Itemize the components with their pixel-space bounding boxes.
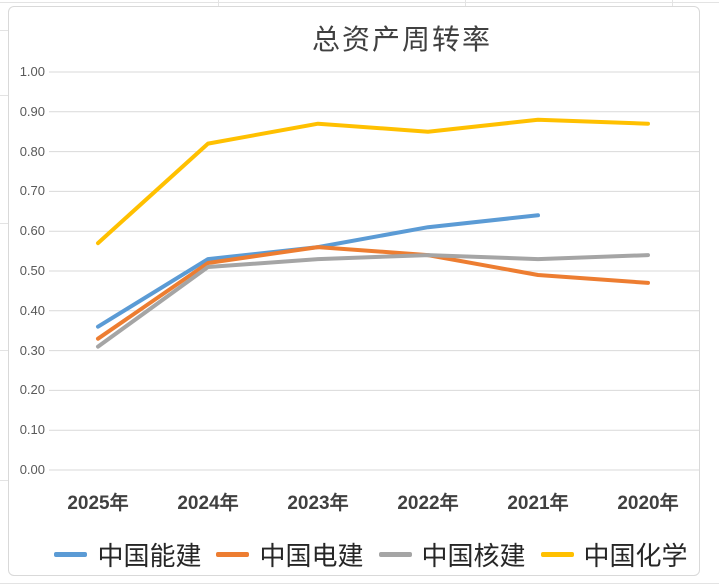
x-axis-label: 2021年 [507, 493, 569, 514]
legend-label: 中国电建 [259, 541, 364, 571]
legend-label: 中国核建 [421, 541, 526, 571]
y-tick-label: 0.80 [19, 143, 45, 159]
series-line-2[interactable] [96, 253, 650, 349]
legend-marker [216, 551, 250, 557]
y-tick-label: 0.40 [19, 302, 45, 318]
sheet-gridline [672, 0, 673, 6]
x-axis-label: 2022年 [397, 493, 459, 514]
sheet-gridline [0, 223, 8, 224]
legend-item-1[interactable]: 中国电建 [216, 536, 364, 573]
sheet-gridline [218, 0, 219, 6]
legend-marker [540, 551, 574, 557]
sheet-gridline [0, 2, 719, 3]
x-axis-label: 2024年 [177, 493, 239, 514]
x-axis-label: 2020年 [617, 493, 679, 514]
sheet-gridline [465, 0, 466, 6]
line-plot [49, 71, 699, 471]
y-tick-label: 0.70 [19, 183, 45, 199]
sheet-gridline [0, 583, 719, 584]
y-tick-label: 0.50 [19, 263, 45, 278]
x-axis-label: 2025年 [67, 493, 129, 514]
legend-label: 中国能建 [97, 541, 202, 571]
y-tick-label: 0.90 [19, 103, 45, 119]
sheet-gridline [0, 350, 8, 351]
y-tick-label: 0.60 [19, 223, 45, 239]
legend-marker [378, 551, 412, 557]
series-line-1[interactable] [96, 245, 650, 341]
sheet-gridline [0, 95, 8, 96]
y-tick-label: 0.00 [19, 462, 45, 477]
chart-area[interactable]: 总资产周转率 0.00 0.10 0.20 0.30 0.40 0.50 0.60 0.70 0… [8, 6, 700, 576]
legend-label: 中国化学 [583, 541, 688, 571]
chart-title: 总资产周转率 [311, 25, 492, 56]
y-tick-label: 1.00 [19, 64, 45, 79]
series-line-3[interactable] [96, 117, 650, 246]
legend-marker [54, 551, 88, 557]
legend-item-0[interactable]: 中国能建 [54, 536, 201, 573]
y-tick-label: 0.20 [19, 382, 45, 398]
legend-item-2[interactable]: 中国核建 [378, 536, 526, 573]
sheet-gridline [0, 30, 8, 31]
legend-item-3[interactable]: 中国化学 [540, 536, 688, 573]
legend: 中国能建 中国电建 中国核建 中国化学 [43, 537, 699, 571]
y-tick-label: 0.10 [19, 422, 45, 438]
x-axis-label: 2023年 [287, 493, 349, 514]
y-tick-label: 0.30 [19, 342, 45, 358]
sheet-gridline [0, 480, 8, 481]
